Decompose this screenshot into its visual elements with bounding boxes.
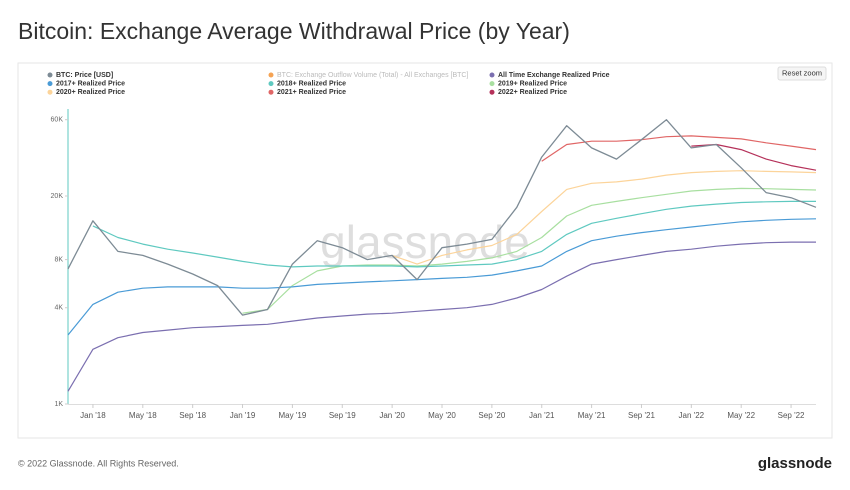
legend-label[interactable]: 2021+ Realized Price [277,89,346,96]
legend-marker [47,72,53,78]
series-line [242,187,817,314]
legend-marker [268,81,274,87]
legend-label[interactable]: All Time Exchange Realized Price [498,72,610,79]
x-tick-label: Sep '19 [329,411,356,420]
x-tick-label: May '21 [578,411,606,420]
footer: © 2022 Glassnode. All Rights Reserved. [18,458,179,468]
legend-label[interactable]: BTC: Price [USD] [56,72,113,79]
logo: glassnode [758,455,832,472]
legend-marker [489,72,495,78]
legend-label[interactable]: 2020+ Realized Price [56,89,125,96]
legend-label[interactable]: 2022+ Realized Price [498,89,567,96]
x-tick-label: May '22 [727,411,755,420]
legend-label[interactable]: BTC: Exchange Outflow Volume (Total) - A… [277,72,468,79]
reset-zoom-label[interactable]: Reset zoom [782,68,822,77]
y-tick-label: 20K [51,193,64,200]
y-tick-label: 60K [51,117,64,124]
x-tick-label: Jan '20 [379,411,405,420]
legend-label[interactable]: 2017+ Realized Price [56,80,125,87]
legend-marker [47,81,53,87]
y-tick-label: 1K [54,401,63,408]
x-tick-label: Sep '21 [628,411,655,420]
chart-title: Bitcoin: Exchange Average Withdrawal Pri… [18,18,570,44]
chart-frame [17,62,833,439]
legend-marker [268,89,274,95]
legend-marker [489,81,495,87]
y-tick-label: 4K [54,305,63,312]
legend-label[interactable]: 2019+ Realized Price [498,80,567,87]
series-line [92,200,816,268]
legend-marker [47,89,53,95]
series-line [541,135,817,162]
x-tick-label: Jan '18 [80,411,106,420]
x-tick-label: Sep '18 [179,411,206,420]
x-tick-label: Jan '22 [679,411,705,420]
series-line [67,218,817,336]
legend-marker [489,89,495,95]
legend-marker [268,72,274,78]
x-tick-label: Jan '19 [230,411,256,420]
watermark: glassnode [320,216,530,268]
series-line [67,241,816,392]
x-tick-label: Sep '20 [478,411,505,420]
x-tick-label: Sep '22 [778,411,805,420]
series-line [391,170,817,265]
x-tick-label: May '20 [428,411,456,420]
reset-zoom-button[interactable] [777,66,827,81]
series-line [67,119,817,316]
x-tick-label: May '19 [279,411,307,420]
x-tick-label: May '18 [129,411,157,420]
legend-label[interactable]: 2018+ Realized Price [277,80,346,87]
x-tick-label: Jan '21 [529,411,555,420]
y-tick-label: 8K [54,256,63,263]
